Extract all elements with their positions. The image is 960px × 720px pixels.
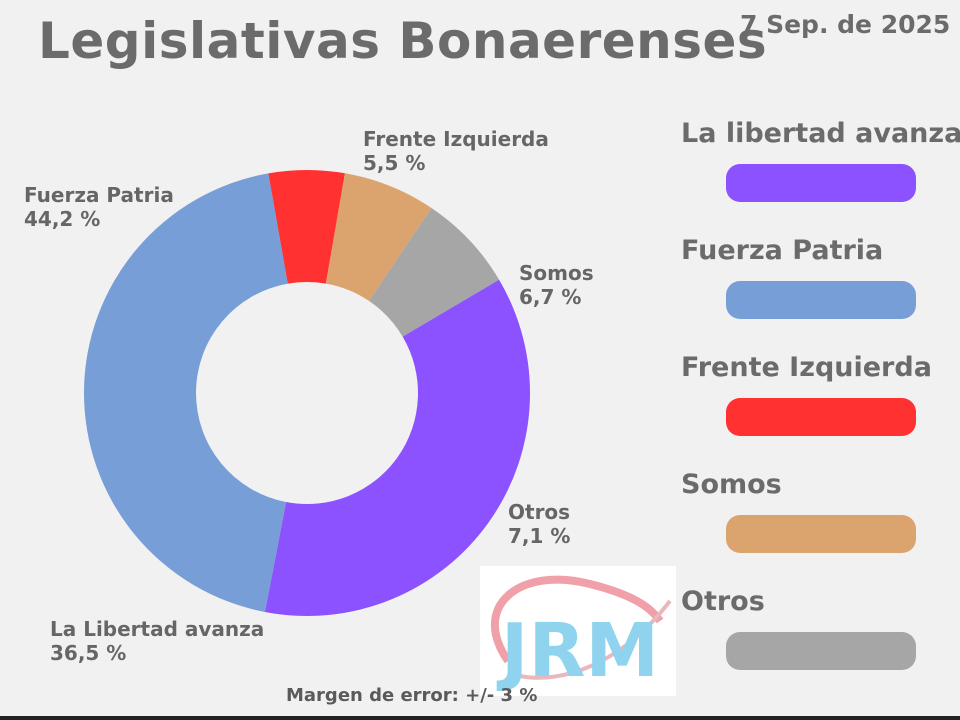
logo-text: JRM xyxy=(496,608,659,694)
legend-swatch xyxy=(726,398,916,436)
donut-slice-la-libertad-avanza xyxy=(264,279,530,617)
slice-labels: Frente Izquierda 5,5 % Somos 6,7 % Otros 7,1 … xyxy=(24,127,594,665)
legend-label: Somos xyxy=(681,469,782,500)
chart-title: Legislativas Bonaerenses xyxy=(38,12,768,70)
legend: La libertad avanza Fuerza Patria Frente … xyxy=(681,116,960,701)
donut-slices xyxy=(84,170,530,617)
donut-slice-fuerza-patria xyxy=(84,173,288,612)
legend-swatch xyxy=(726,281,916,319)
legend-label: Fuerza Patria xyxy=(681,235,884,266)
donut-slice-somos xyxy=(325,173,432,301)
legend-label: Otros xyxy=(681,586,765,617)
slice-label: Fuerza Patria 44,2 % xyxy=(24,183,174,231)
legend-swatch xyxy=(726,632,916,670)
logo-swoosh-icon xyxy=(519,599,672,680)
slice-label: La Libertad avanza 36,5 % xyxy=(50,617,264,665)
legend-label: La libertad avanza xyxy=(681,118,960,149)
logo-swoosh-icon xyxy=(491,575,664,664)
donut-slice-frente-izquierda xyxy=(268,170,345,284)
slice-label: Somos 6,7 % xyxy=(519,261,594,309)
legend-swatch xyxy=(726,164,916,202)
bottom-border xyxy=(0,716,960,720)
margin-of-error-note: Margen de error: +/- 3 % xyxy=(286,685,538,706)
date-label: 7 Sep. de 2025 xyxy=(740,10,951,39)
legend-item-la-libertad-avanza: La libertad avanza xyxy=(681,116,960,233)
legend-swatch xyxy=(726,515,916,553)
slice-label: Otros 7,1 % xyxy=(508,500,570,548)
jrm-logo: JRM xyxy=(480,566,676,696)
legend-label: Frente Izquierda xyxy=(681,352,932,383)
legend-item-somos: Somos xyxy=(681,467,951,584)
legend-item-otros: Otros xyxy=(681,584,951,701)
legend-item-fuerza-patria: Fuerza Patria xyxy=(681,233,951,350)
legend-item-frente-izquierda: Frente Izquierda xyxy=(681,350,951,467)
donut-slice-otros xyxy=(368,207,500,337)
slice-label: Frente Izquierda 5,5 % xyxy=(363,127,549,175)
